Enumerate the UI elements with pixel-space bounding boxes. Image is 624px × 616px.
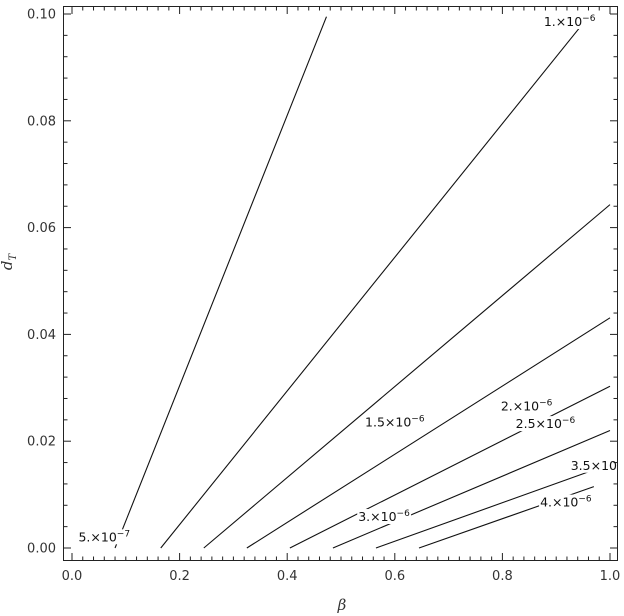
x-tick-label: 0.4	[277, 569, 298, 584]
contour-line	[332, 430, 611, 549]
y-tick-label: 0.10	[27, 8, 56, 23]
contour-label: 2.×10−6	[501, 398, 553, 413]
x-tick-label: 0.8	[492, 569, 513, 584]
x-tick-label: 0.0	[62, 569, 83, 584]
contour-label: 4.×10−6	[540, 495, 592, 510]
x-tick-label: 0.2	[169, 569, 190, 584]
x-axis-label: β	[337, 596, 347, 614]
contour-label-background	[542, 14, 597, 30]
contour-line	[114, 16, 327, 549]
contour-label-background	[364, 414, 426, 430]
contour-lines	[114, 16, 611, 549]
contour-label-background	[514, 416, 577, 432]
contour-label-background	[569, 457, 610, 473]
contour-label: 5.×10−7	[78, 529, 130, 544]
contour-labels: 5.×10−7 1.×10−6 1.5×10−6 2.×10−6 2.5×10−6 3.×…	[77, 14, 617, 545]
contour-label-background	[357, 509, 412, 525]
contour-line	[160, 16, 589, 549]
contour-label-background	[77, 529, 132, 545]
plot-frame	[63, 6, 618, 561]
contour-line	[246, 317, 611, 549]
y-tick-label: 0.02	[27, 435, 56, 450]
contour-label: 1.5×10−6	[365, 415, 425, 430]
contour-label: 3.5×10	[571, 458, 617, 473]
y-axis-label: dT	[0, 253, 19, 271]
y-tick-label: 0.08	[27, 114, 56, 129]
y-tick-label: 0.00	[27, 542, 56, 557]
x-tick-label: 0.6	[384, 569, 405, 584]
contour-line	[289, 385, 611, 549]
y-tick-label: 0.04	[27, 328, 56, 343]
x-tick-label: 1.0	[600, 569, 621, 584]
axis-ticks: 0.0 0.2 0.4 0.6 0.8 1.0 0.00 0.02 0.04 0.06 0.08 0.…	[27, 6, 621, 584]
contour-line	[203, 204, 611, 549]
contour-line	[375, 463, 611, 549]
y-tick-label: 0.06	[27, 221, 56, 236]
y-axis-label-subscript: T	[8, 253, 19, 261]
contour-label: 3.×10−6	[358, 509, 410, 524]
contour-label-background	[539, 494, 593, 510]
contour-label-background	[499, 398, 554, 414]
y-axis-label-main: d	[0, 261, 16, 271]
contour-label: 2.5×10−6	[516, 416, 576, 431]
contour-label: 1.×10−6	[544, 14, 596, 29]
